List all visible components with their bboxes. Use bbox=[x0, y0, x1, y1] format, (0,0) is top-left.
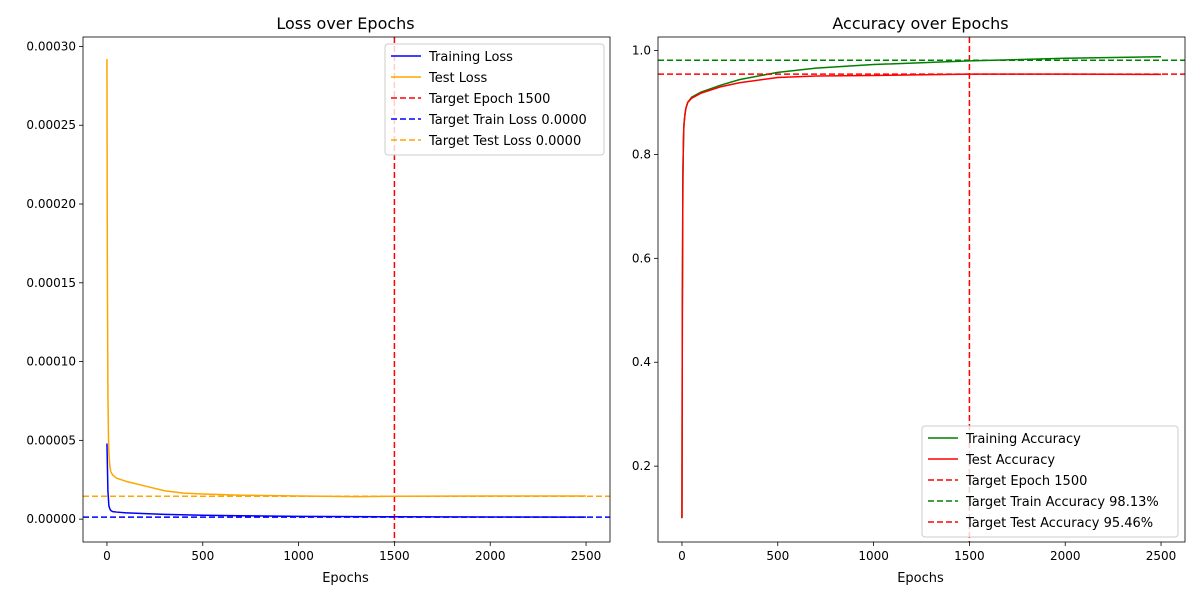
accuracy-legend-label: Target Test Accuracy 95.46% bbox=[965, 516, 1153, 531]
accuracy-chart-title: Accuracy over Epochs bbox=[832, 14, 1008, 33]
loss-legend-box bbox=[384, 43, 605, 156]
accuracy-x-tick-label: 500 bbox=[766, 549, 789, 563]
loss-legend-label: Target Train Loss 0.0000 bbox=[428, 113, 587, 128]
accuracy-chart-plot-area: 0 500 1000 1500 2000 2500 0.2 0.4 0.6 0.8 1.0 bbox=[632, 36, 1186, 563]
accuracy-y-tick-label: 0.2 bbox=[632, 459, 651, 473]
loss-y-tick-label: 0.00010 bbox=[26, 355, 76, 369]
loss-x-tick-label: 0 bbox=[103, 549, 111, 563]
loss-x-tick-label: 2500 bbox=[571, 549, 602, 563]
accuracy-legend-label: Training Accuracy bbox=[965, 432, 1081, 447]
loss-chart-plot-area: 0 500 1000 1500 2000 2500 0.00000 0.00005 0.0001… bbox=[26, 36, 611, 563]
loss-x-tick-label: 1500 bbox=[379, 549, 410, 563]
loss-chart-legend: Training Loss Test Loss Target Epoch 1500 T… bbox=[384, 43, 605, 156]
loss-x-tick-label: 2000 bbox=[475, 549, 506, 563]
accuracy-y-tick-label: 1.0 bbox=[632, 44, 651, 58]
accuracy-y-tick-label: 0.8 bbox=[632, 147, 651, 161]
loss-legend-label: Target Epoch 1500 bbox=[428, 92, 550, 107]
accuracy-x-tick-label: 1500 bbox=[954, 549, 985, 563]
accuracy-chart: Accuracy over Epochs Epochs 0 500 1000 1500… bbox=[632, 14, 1186, 586]
loss-y-tick-label: 0.00020 bbox=[26, 197, 76, 211]
loss-y-tick-label: 0.00025 bbox=[26, 118, 76, 132]
loss-chart: Loss over Epochs Epochs 0 500 1000 1500 2000… bbox=[26, 14, 611, 586]
accuracy-axes-frame bbox=[657, 36, 1186, 543]
accuracy-x-tick-label: 1000 bbox=[858, 549, 889, 563]
accuracy-legend-label: Target Train Accuracy 98.13% bbox=[965, 495, 1159, 510]
accuracy-y-tick-label: 0.4 bbox=[632, 355, 651, 369]
accuracy-chart-x-axis-label: Epochs bbox=[897, 571, 944, 586]
loss-x-tick-label: 1000 bbox=[283, 549, 314, 563]
accuracy-x-tick-label: 0 bbox=[678, 549, 686, 563]
loss-y-tick-label: 0.00005 bbox=[26, 433, 76, 447]
accuracy-x-tick-label: 2000 bbox=[1050, 549, 1081, 563]
accuracy-legend-label: Target Epoch 1500 bbox=[965, 474, 1087, 489]
loss-chart-title: Loss over Epochs bbox=[276, 14, 414, 33]
loss-legend-label: Target Test Loss 0.0000 bbox=[428, 134, 581, 149]
loss-y-tick-label: 0.00000 bbox=[26, 512, 76, 526]
loss-y-tick-label: 0.00030 bbox=[26, 39, 76, 53]
loss-axes-frame bbox=[82, 36, 611, 543]
loss-legend-label: Test Loss bbox=[428, 71, 487, 86]
loss-chart-x-axis-label: Epochs bbox=[322, 571, 369, 586]
accuracy-legend-label: Test Accuracy bbox=[965, 453, 1055, 468]
loss-x-tick-label: 500 bbox=[191, 549, 214, 563]
accuracy-x-tick-label: 2500 bbox=[1146, 549, 1177, 563]
accuracy-series-test-accuracy-line bbox=[681, 73, 1162, 519]
accuracy-legend-box bbox=[921, 425, 1179, 538]
loss-legend-label: Training Loss bbox=[428, 50, 513, 65]
accuracy-chart-legend: Training Accuracy Test Accuracy Target Epo… bbox=[921, 425, 1179, 538]
accuracy-y-tick-label: 0.6 bbox=[632, 251, 651, 265]
loss-y-tick-label: 0.00015 bbox=[26, 276, 76, 290]
